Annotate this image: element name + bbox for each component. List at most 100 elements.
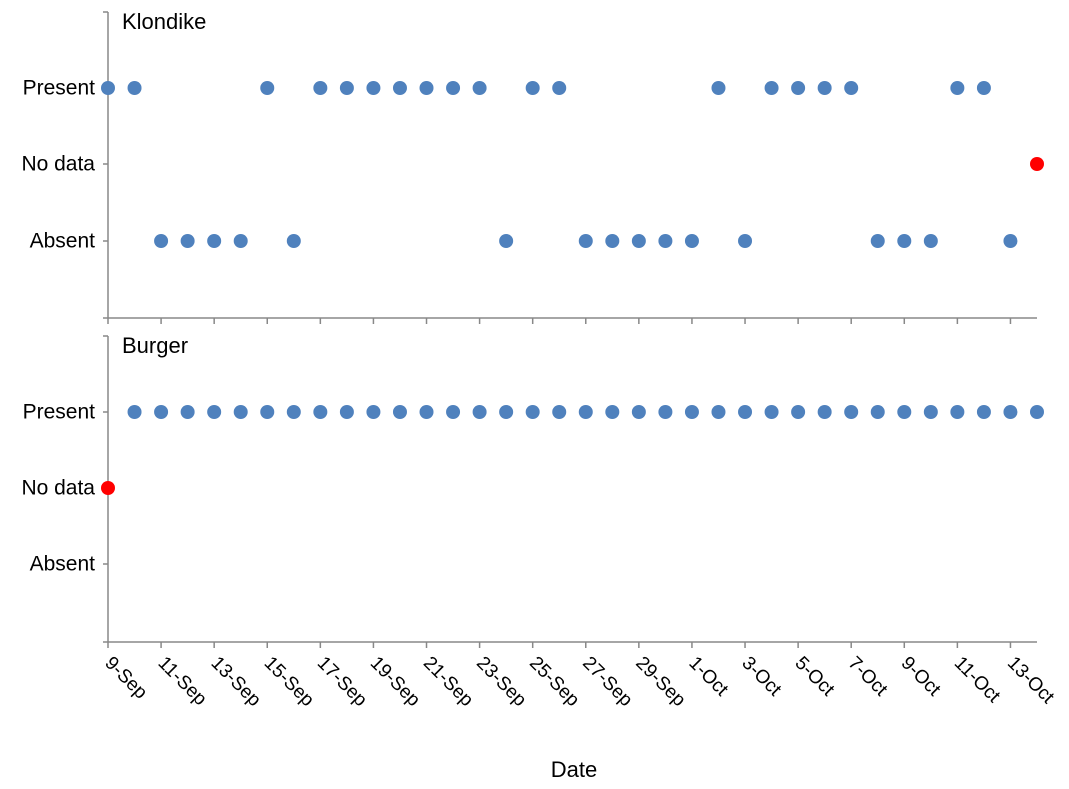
- data-point: [976, 81, 991, 95]
- data-point: [392, 81, 407, 95]
- data-point: [446, 81, 461, 95]
- data-point: [817, 405, 832, 419]
- x-tick-label: 15-Sep: [260, 653, 318, 711]
- data-point: [366, 405, 381, 419]
- data-point: [658, 234, 673, 248]
- x-tick-label: 1-Oct: [684, 653, 732, 701]
- data-point: [684, 405, 699, 419]
- category-label: No data: [21, 477, 95, 500]
- data-point: [127, 405, 142, 419]
- data-point: [286, 405, 301, 419]
- data-point: [711, 81, 726, 95]
- data-point: [950, 405, 965, 419]
- data-point: [870, 234, 885, 248]
- data-point: [419, 81, 434, 95]
- data-point: [154, 405, 169, 419]
- data-point: [1030, 405, 1044, 419]
- category-label: Absent: [30, 553, 96, 576]
- no-data-point: [101, 481, 115, 495]
- data-point: [127, 81, 142, 95]
- data-point: [499, 405, 514, 419]
- x-tick-label: 13-Sep: [207, 653, 265, 711]
- data-point: [207, 405, 222, 419]
- data-point: [1003, 405, 1018, 419]
- data-point: [180, 405, 195, 419]
- x-axis-tick-labels: 9-Sep 11-Sep13-Sep15-Sep17-Sep19-Sep21-Se…: [100, 653, 1058, 711]
- category-label: Absent: [30, 230, 96, 253]
- data-point: [923, 234, 938, 248]
- x-tick-label: 7-Oct: [844, 653, 892, 701]
- data-point: [472, 405, 487, 419]
- data-point: [154, 234, 169, 248]
- data-point: [711, 405, 726, 419]
- x-tick-label: 29-Sep: [631, 653, 689, 711]
- data-point: [260, 405, 275, 419]
- x-tick-label: 25-Sep: [525, 653, 583, 711]
- data-point: [472, 81, 487, 95]
- category-label: Present: [23, 401, 96, 424]
- x-axis-title: Date: [551, 757, 597, 782]
- data-point: [233, 405, 248, 419]
- data-point: [446, 405, 461, 419]
- data-point: [101, 81, 115, 95]
- panel-title: Burger: [122, 333, 188, 358]
- data-point: [233, 234, 248, 248]
- data-point: [897, 234, 912, 248]
- data-point: [764, 81, 779, 95]
- data-point: [631, 234, 646, 248]
- panel-klondike: Klondike Present No data Absent: [21, 9, 1044, 324]
- data-point: [286, 234, 301, 248]
- data-point: [605, 405, 620, 419]
- data-point: [764, 405, 779, 419]
- data-point: [950, 81, 965, 95]
- panel-burger: Burger Present No data Absent: [21, 333, 1044, 648]
- data-point: [923, 405, 938, 419]
- x-tick-label: 9-Sep: [100, 653, 151, 704]
- data-point: [578, 234, 593, 248]
- data-point: [339, 405, 354, 419]
- data-point: [339, 81, 354, 95]
- x-tick-label: 27-Sep: [578, 653, 636, 711]
- category-label: Present: [23, 77, 96, 100]
- data-point: [578, 405, 593, 419]
- data-point: [552, 81, 567, 95]
- data-point: [791, 405, 806, 419]
- data-point: [605, 234, 620, 248]
- x-tick-label: 19-Sep: [366, 653, 424, 711]
- x-tick-label: 11-Sep: [154, 653, 211, 710]
- data-point: [684, 234, 699, 248]
- data-point: [1003, 234, 1018, 248]
- data-point: [844, 81, 859, 95]
- data-point: [631, 405, 646, 419]
- data-point: [738, 405, 753, 419]
- data-point: [260, 81, 275, 95]
- x-tick-label: 23-Sep: [472, 653, 530, 711]
- data-point: [976, 405, 991, 419]
- data-point: [499, 234, 514, 248]
- x-tick-label: 13-Oct: [1003, 653, 1059, 709]
- x-tick-label: 17-Sep: [313, 653, 371, 711]
- data-point: [817, 81, 832, 95]
- data-point: [180, 234, 195, 248]
- no-data-point: [1030, 157, 1044, 171]
- data-point: [207, 234, 222, 248]
- x-tick-label: 11-Oct: [950, 653, 1005, 708]
- data-point: [738, 234, 753, 248]
- data-point: [366, 81, 381, 95]
- data-point: [791, 81, 806, 95]
- x-tick-label: 3-Oct: [737, 653, 785, 701]
- data-point: [525, 81, 540, 95]
- data-point: [313, 81, 328, 95]
- x-tick-label: 21-Sep: [419, 653, 477, 711]
- category-label: No data: [21, 153, 95, 176]
- data-point: [552, 405, 567, 419]
- data-point: [658, 405, 673, 419]
- panel-title: Klondike: [122, 9, 206, 34]
- x-tick-label: 5-Oct: [791, 653, 839, 701]
- data-point: [313, 405, 328, 419]
- data-point: [392, 405, 407, 419]
- data-point: [870, 405, 885, 419]
- data-point: [844, 405, 859, 419]
- data-point: [525, 405, 540, 419]
